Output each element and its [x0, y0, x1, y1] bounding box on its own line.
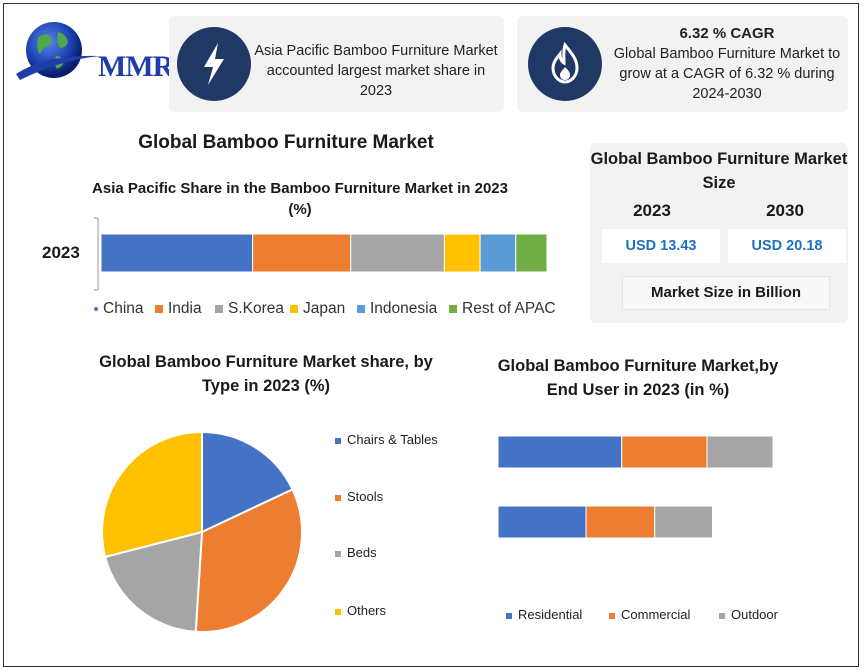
asia-legend-item-indonesia: Indonesia: [357, 300, 437, 318]
asia-legend-label: Rest of APAC: [462, 300, 556, 317]
asia-legend-label: Indonesia: [370, 300, 438, 317]
type-legend-label: Chairs & Tables: [347, 432, 438, 447]
logo-text: MMR: [98, 50, 174, 83]
asia-legend-label: India: [168, 300, 202, 317]
asia-bar-china: [100, 233, 254, 273]
type-legend-item-others: Others: [335, 603, 386, 618]
cagr-description: Global Bamboo Furniture Market to grow a…: [613, 46, 841, 102]
asia-legend-label: China: [103, 300, 144, 317]
end-user-bar-commercial-row-1: [621, 435, 708, 469]
type-legend-swatch: [335, 550, 341, 557]
end-user-bar-residential-row-1: [497, 435, 623, 469]
pie-slice-stools: [194, 488, 303, 633]
end-user-legend-item-commercial: Commercial: [609, 607, 690, 622]
end-user-legend-item-residential: Residential: [506, 607, 582, 622]
end-user-legend-label: Residential: [518, 607, 583, 622]
end-user-legend-label: Outdoor: [731, 607, 778, 622]
year-2023-heading: 2023: [633, 201, 671, 220]
asia-legend-item-s-korea: S.Korea: [215, 300, 284, 318]
globe-icon: [16, 22, 100, 80]
mmr-logo: MMR: [12, 18, 174, 88]
asia-legend-swatch: [290, 304, 298, 313]
lightning-icon: [177, 27, 251, 101]
type-legend-label: Others: [347, 603, 387, 618]
asia-bar-s-korea: [350, 233, 445, 273]
asia-legend-swatch: [449, 304, 457, 313]
asia-legend-swatch: [357, 304, 365, 313]
asia-legend-item-china: China: [94, 300, 144, 318]
asia-category-label: 2023: [42, 243, 80, 262]
market-size-title: Global Bamboo Furniture Market Size: [590, 150, 848, 192]
type-legend-item-stools: Stools: [335, 489, 383, 504]
pie-slice-beds: [103, 530, 204, 633]
type-legend-label: Beds: [347, 545, 377, 560]
asia-bar-indonesia: [479, 233, 517, 273]
asia-legend-label: Japan: [303, 300, 346, 317]
year-2030-heading: 2030: [766, 201, 804, 220]
asia-legend-item-rest-of-apac: Rest of APAC: [449, 300, 556, 318]
cagr-title: 6.32 % CAGR: [679, 25, 775, 42]
type-legend-item-beds: Beds: [335, 545, 377, 560]
asia-bar-india: [252, 233, 352, 273]
end-user-legend-label: Commercial: [621, 607, 691, 622]
asia-legend-label: S.Korea: [228, 300, 285, 317]
cagr-text-block: 6.32 % CAGR Global Bamboo Furniture Mark…: [609, 24, 845, 104]
end-user-legend-swatch: [506, 612, 512, 619]
end-user-bar-commercial-row-2: [585, 505, 656, 539]
end-user-legend-item-outdoor: Outdoor: [719, 607, 778, 622]
asia-legend-swatch: [94, 306, 98, 311]
highlight-text: Asia Pacific Bamboo Furniture Market acc…: [254, 43, 498, 99]
type-legend-swatch: [335, 437, 341, 444]
flame-icon: [528, 27, 602, 101]
type-legend-item-chairs-tables: Chairs & Tables: [335, 432, 438, 447]
asia-bar-japan: [443, 233, 481, 273]
end-user-bar-residential-row-2: [497, 505, 587, 539]
asia-legend-item-japan: Japan: [290, 300, 345, 318]
pie-slice-others: [101, 430, 203, 559]
main-title: Global Bamboo Furniture Market: [138, 132, 434, 153]
type-legend-swatch: [335, 494, 341, 501]
pie-slice-chairs-tables: [201, 430, 294, 534]
end-user-bar-outdoor-row-2: [654, 505, 713, 539]
asia-bar-segments: [100, 233, 548, 273]
asia-legend-swatch: [155, 304, 163, 313]
cagr-card: 6.32 % CAGR Global Bamboo Furniture Mark…: [517, 16, 848, 112]
end-user-legend-swatch: [609, 612, 615, 619]
type-legend-label: Stools: [347, 489, 384, 504]
end-user-bar-outdoor-row-1: [706, 435, 774, 469]
market-size-unit-label: Market Size in Billion: [622, 276, 830, 310]
end-user-stacked-bar-chart: [497, 435, 774, 539]
asia-stacked-bar-chart: [94, 217, 548, 291]
type-pie-chart: [101, 430, 303, 633]
infographic-frame: [3, 3, 859, 667]
highlight-card: Asia Pacific Bamboo Furniture Market acc…: [169, 16, 504, 112]
type-chart-title: Global Bamboo Furniture Market share, by…: [99, 353, 433, 395]
asia-chart-title: Asia Pacific Share in the Bamboo Furnitu…: [92, 180, 508, 218]
end-user-legend-swatch: [719, 612, 725, 619]
market-size-card: Global Bamboo Furniture Market Size 2023…: [590, 143, 848, 323]
type-legend-swatch: [335, 608, 341, 615]
value-2023: USD 13.43: [602, 229, 720, 263]
value-2030: USD 20.18: [728, 229, 846, 263]
asia-bar-rest-of-apac: [515, 233, 548, 273]
asia-legend-swatch: [215, 304, 223, 313]
asia-legend-item-india: India: [155, 300, 202, 318]
end-user-chart-title: Global Bamboo Furniture Market,by End Us…: [497, 357, 779, 399]
